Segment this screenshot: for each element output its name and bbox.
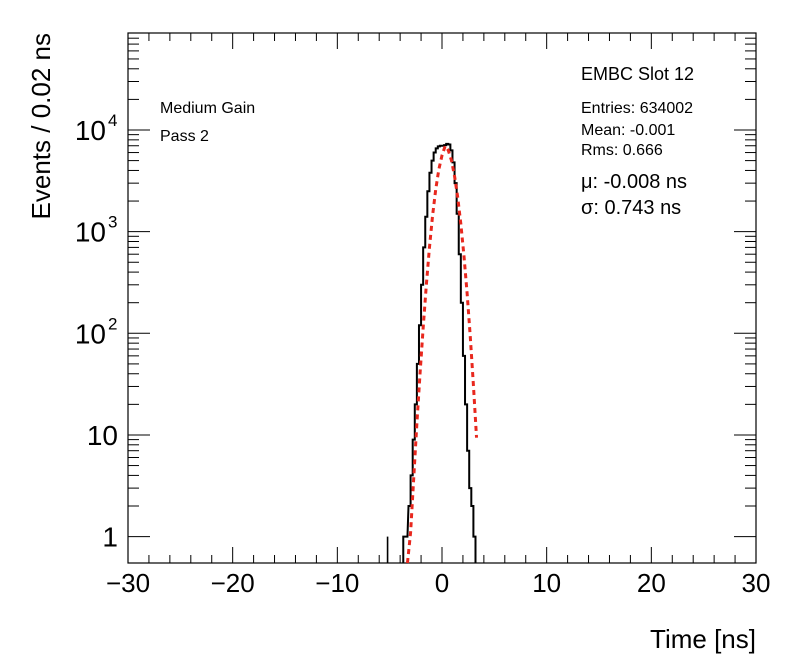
y-axis-label: Events / 0.02 ns <box>26 33 56 219</box>
y-tick-exponent: 3 <box>108 213 117 232</box>
histogram-series <box>386 142 477 563</box>
x-tick-label: 0 <box>435 568 449 598</box>
y-tick-label: 10 <box>75 217 106 248</box>
y-tick-label: 10 <box>75 115 106 146</box>
x-axis-ticks <box>127 33 757 563</box>
x-tick-label: −20 <box>211 568 255 598</box>
entries-stat: Entries: 634002 <box>581 100 693 117</box>
mean-stat: Mean: -0.001 <box>581 122 675 139</box>
x-tick-label: 30 <box>742 568 771 598</box>
x-tick-label: 10 <box>532 568 561 598</box>
y-tick-exponent: 2 <box>108 314 117 333</box>
y-tick-label: 10 <box>75 318 106 349</box>
rms-stat: Rms: 0.666 <box>581 142 663 159</box>
x-tick-label: 20 <box>637 568 666 598</box>
slot-label: EMBC Slot 12 <box>581 64 694 84</box>
pass-label: Pass 2 <box>160 128 209 145</box>
y-tick-exponent: 4 <box>108 111 117 130</box>
sigma-fit-label: σ: 0.743 ns <box>581 197 681 219</box>
x-tick-label: −30 <box>106 568 150 598</box>
y-tick-label: 1 <box>102 522 118 553</box>
x-tick-label: −10 <box>315 568 359 598</box>
gain-label: Medium Gain <box>160 100 255 117</box>
fit-curve <box>405 142 479 564</box>
x-axis-tick-labels: −30 −20 −10 0 10 20 30 <box>106 568 771 598</box>
gaussian-fit-series <box>405 142 479 564</box>
x-axis-label: Time [ns] <box>650 624 756 654</box>
series-layer <box>386 142 479 564</box>
histogram-outline <box>402 142 477 563</box>
y-axis-ticks <box>128 32 756 538</box>
mu-fit-label: μ: -0.008 ns <box>581 171 687 193</box>
y-tick-label: 10 <box>87 420 118 451</box>
